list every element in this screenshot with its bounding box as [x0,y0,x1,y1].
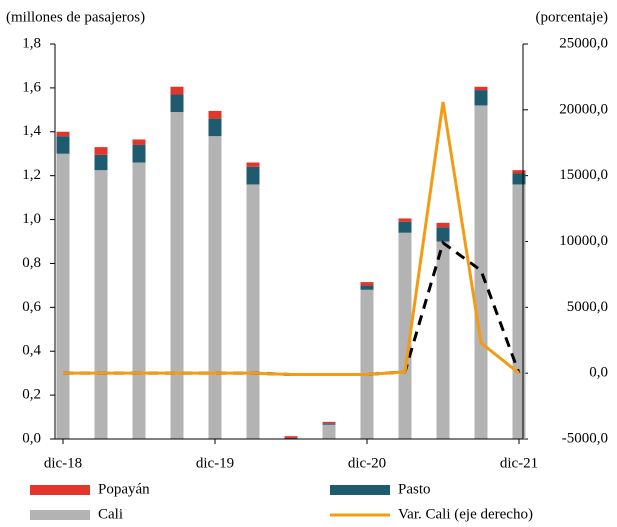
y-axis-title: (millones de pasajeros) [6,9,145,25]
bar [284,436,298,438]
y2-tick-label: 15000,0 [559,167,608,183]
legend-label: Var. Cali (eje derecho) [398,506,533,522]
bar [474,90,488,106]
y-tick-label: 1,6 [22,79,41,95]
bar [94,147,108,155]
bar [56,131,70,137]
bar [474,86,488,91]
y-tick-label: 0,0 [22,430,41,446]
x-tick-label: dic-18 [44,455,82,471]
legend-label: Pasto [398,481,431,497]
bar [132,162,146,439]
bar [398,221,412,233]
bar [322,424,336,439]
bar [246,166,260,185]
bar [94,170,108,440]
legend-label: Popayán [98,481,150,497]
bar [132,139,146,145]
bar [512,184,526,439]
bar [56,153,70,439]
y-tick-label: 1,8 [22,35,41,51]
x-tick-label: dic-20 [348,455,386,471]
bar [436,222,450,228]
bar [398,218,412,222]
bar [512,173,526,185]
legend-swatch [30,485,90,495]
line-series [63,240,521,376]
bar [94,154,108,171]
bar [322,423,336,425]
bar [132,144,146,163]
bar [474,105,488,439]
bar [360,285,374,290]
legend-swatch [30,510,90,520]
bar [512,170,526,174]
bar [322,421,336,424]
line-series [63,101,520,376]
bar [170,86,184,95]
legend-swatch [330,485,390,495]
x-tick-label: dic-19 [196,455,234,471]
bar [436,227,450,242]
y-tick-label: 1,0 [22,211,41,227]
y-tick-label: 1,2 [22,167,41,183]
legend-label: Cali [98,506,123,522]
bar [246,184,260,439]
bar [284,437,298,439]
x-tick-label: dic-21 [500,455,538,471]
bar [360,282,374,286]
y2-axis-title: (porcentaje) [536,9,608,25]
y-tick-label: 1,4 [22,123,41,139]
y2-tick-label: 20000,0 [559,101,608,117]
bar [360,289,374,439]
y2-tick-label: -5000,0 [562,430,608,446]
y2-tick-label: 25000,0 [559,35,608,51]
bar [56,136,70,154]
y2-tick-label: 0,0 [589,365,608,381]
y2-tick-label: 5000,0 [567,299,608,315]
bar [398,232,412,439]
bar [208,118,222,137]
bar [246,162,260,167]
y-tick-label: 0,2 [22,387,41,403]
bar [170,112,184,440]
bar [170,94,184,113]
bar [436,241,450,439]
y-tick-label: 0,4 [22,343,41,359]
bar [208,136,222,439]
y-tick-label: 0,6 [22,299,41,315]
y-tick-label: 0,8 [22,255,41,271]
bar [208,110,222,119]
y2-tick-label: 10000,0 [559,233,608,249]
